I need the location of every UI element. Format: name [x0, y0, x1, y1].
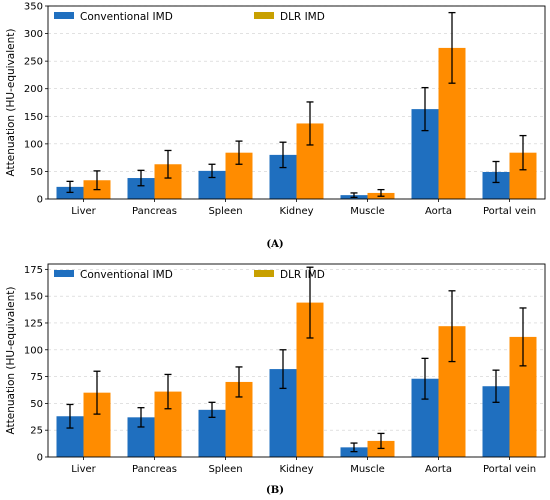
x-tick-label: Liver — [71, 206, 96, 217]
x-tick-label: Kidney — [279, 464, 313, 475]
legend: Conventional IMD DLR IMD — [54, 269, 325, 281]
panel-tag: (B) — [266, 485, 284, 496]
x-tick-label: Kidney — [279, 206, 313, 217]
plot-frame — [47, 5, 546, 200]
legend-swatch-dlr — [254, 270, 274, 277]
x-tick-label: Aorta — [425, 206, 452, 217]
legend: Conventional IMD DLR IMD — [54, 11, 325, 23]
legend-label-dlr: DLR IMD — [280, 269, 325, 281]
y-tick-label: 125 — [24, 318, 43, 329]
legend-label-dlr: DLR IMD — [280, 11, 325, 23]
x-tick-label: Liver — [71, 464, 96, 475]
y-axis-label: Attenuation (HU-equivalent) — [5, 287, 17, 435]
y-tick-label: 250 — [24, 57, 43, 68]
x-tick-label: Spleen — [208, 464, 242, 475]
y-tick-label: 150 — [24, 292, 43, 303]
y-tick-label: 200 — [24, 84, 43, 95]
y-axis-label: Attenuation (HU-equivalent) — [5, 29, 17, 177]
x-tick-label: Muscle — [350, 464, 385, 475]
x-tick-label: Muscle — [350, 206, 385, 217]
legend-swatch-dlr — [254, 12, 274, 19]
x-tick-label: Spleen — [208, 206, 242, 217]
chart-panel-1: 0 50 100 150 200 250 300 350 Liver Pancreas Spleen… — [5, 2, 546, 250]
plot-frame — [47, 263, 546, 458]
chart-panel-2: 0 25 50 75 100 125 150 175 Liver Pancreas Spleen Ki… — [5, 263, 546, 496]
y-tick-label: 0 — [37, 195, 43, 206]
y-tick-label: 100 — [24, 139, 43, 150]
y-tick-label: 300 — [24, 29, 43, 40]
y-tick-label: 25 — [30, 426, 43, 437]
y-tick-label: 100 — [24, 345, 43, 356]
y-tick-label: 150 — [24, 112, 43, 123]
legend-swatch-conventional — [54, 12, 74, 19]
x-tick-label: Portal vein — [483, 206, 536, 217]
y-tick-label: 0 — [37, 453, 43, 464]
y-tick-label: 75 — [30, 372, 43, 383]
y-tick-label: 350 — [24, 2, 43, 13]
y-tick-label: 50 — [30, 399, 43, 410]
y-tick-label: 175 — [24, 265, 43, 276]
legend-swatch-conventional — [54, 270, 74, 277]
x-tick-label: Portal vein — [483, 464, 536, 475]
x-tick-label: Aorta — [425, 464, 452, 475]
x-tick-label: Pancreas — [132, 206, 177, 217]
y-tick-label: 50 — [30, 167, 43, 178]
legend-label-conventional: Conventional IMD — [80, 11, 173, 23]
panel-tag: (A) — [266, 239, 283, 250]
legend-label-conventional: Conventional IMD — [80, 269, 173, 281]
bar-conventional-pancreas — [127, 178, 155, 199]
x-tick-label: Pancreas — [132, 464, 177, 475]
